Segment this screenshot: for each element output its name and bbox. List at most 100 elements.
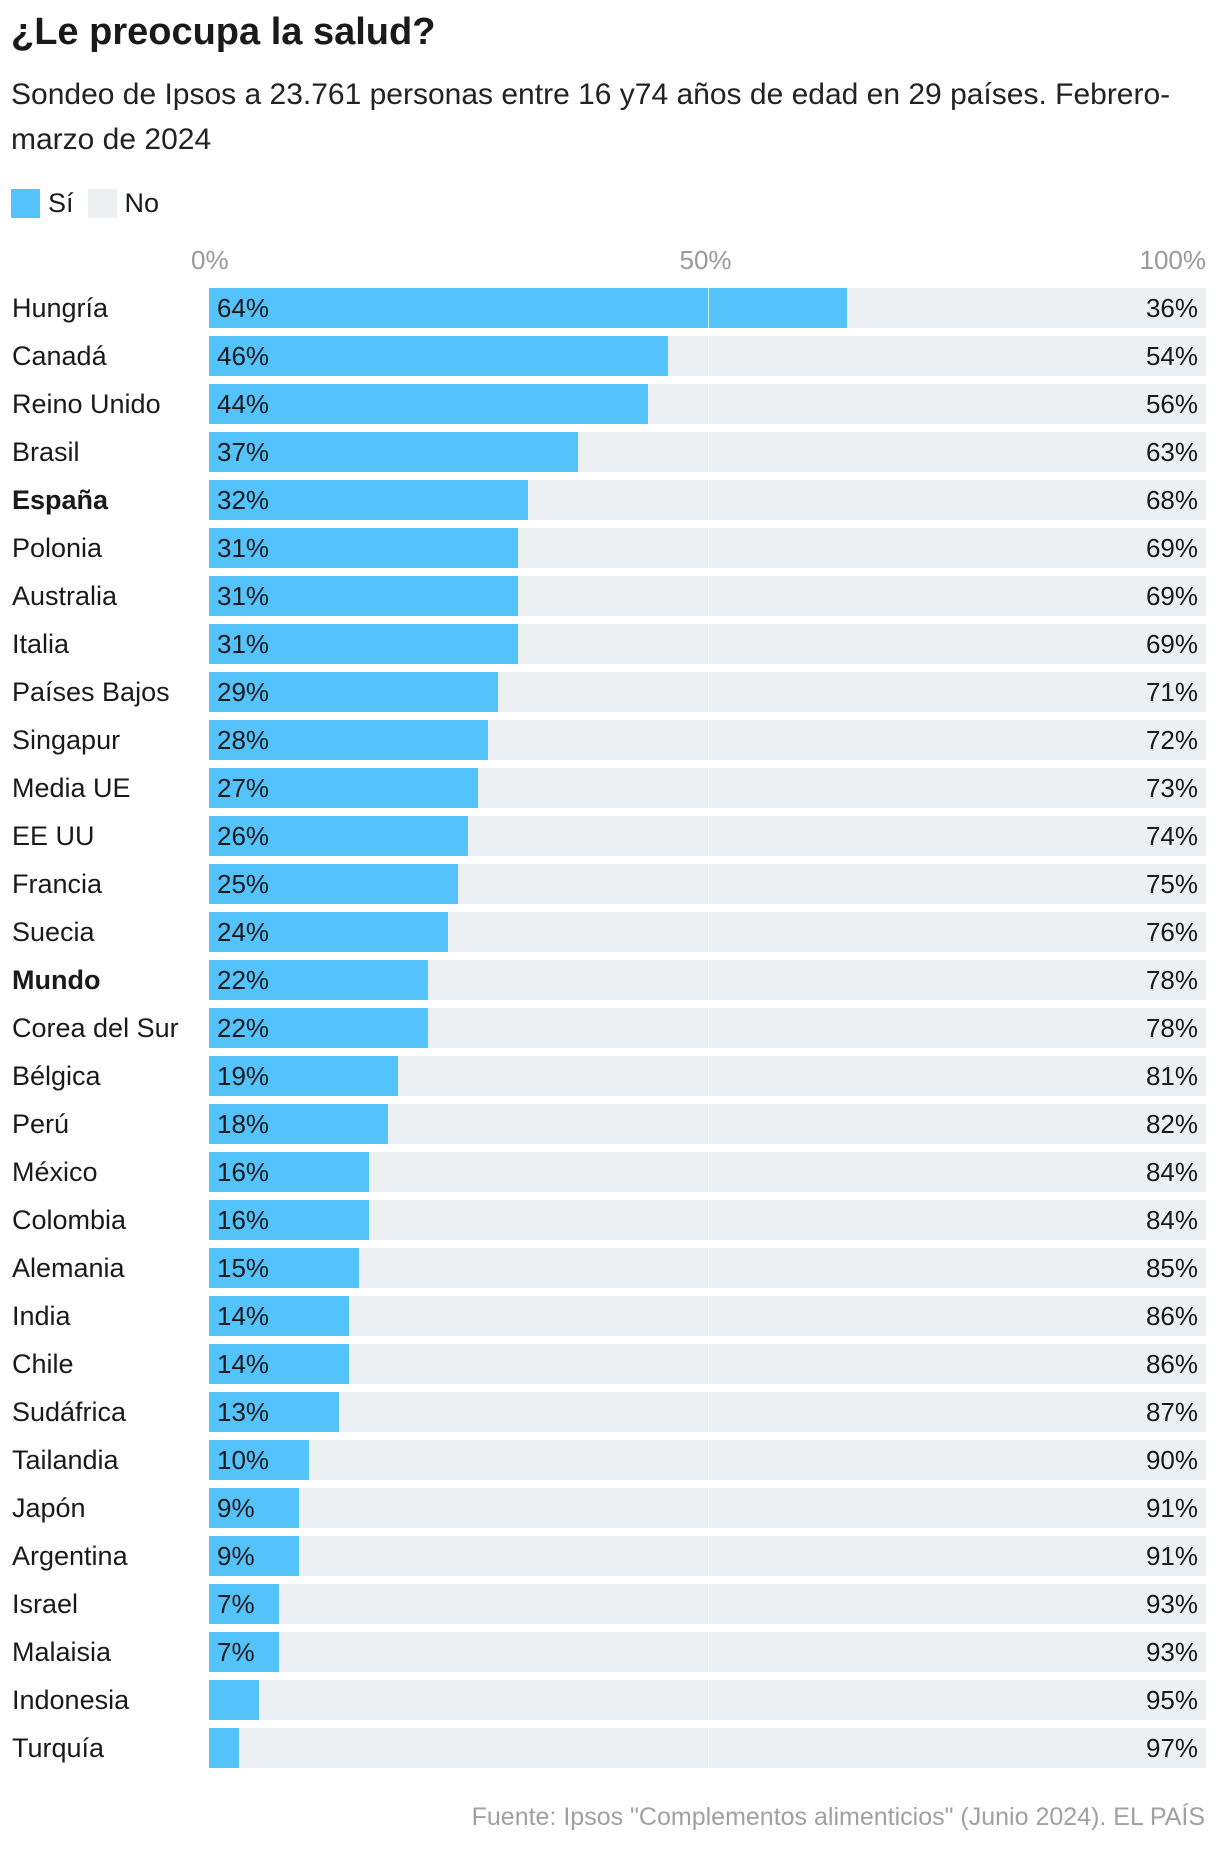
data-label-no: 69% [1145, 533, 1198, 563]
bar-no: 18% 82% [209, 1104, 1206, 1144]
bar-si [209, 1200, 369, 1240]
category-label: Media UE [12, 773, 131, 803]
category-label: EE UU [12, 821, 95, 851]
bar-si [209, 288, 848, 328]
midline-50 [707, 528, 709, 568]
midline-50 [707, 1008, 709, 1048]
bar-no: 31% 69% [209, 528, 1206, 568]
legend: Sí No [11, 188, 173, 219]
bar-no: 31% 69% [209, 624, 1206, 664]
data-label-no: 95% [1145, 1685, 1198, 1715]
midline-50 [707, 672, 709, 712]
midline-50 [707, 1344, 709, 1384]
data-label-si: 13% [217, 1397, 270, 1427]
bar-no: 27% 73% [209, 768, 1206, 808]
midline-50 [707, 1584, 709, 1624]
bar-si [209, 1152, 369, 1192]
data-label-si: 9% [217, 1493, 255, 1523]
data-label-no: 93% [1145, 1637, 1198, 1667]
data-label-si: 31% [217, 533, 270, 563]
category-label: Argentina [12, 1541, 128, 1571]
midline-50 [707, 864, 709, 904]
category-label: Alemania [12, 1253, 125, 1283]
bar-no: 97% [209, 1728, 1206, 1768]
bar-si [209, 816, 469, 856]
data-label-si: 31% [217, 629, 270, 659]
legend-item-no: No [87, 188, 159, 219]
bar-no: 14% 86% [209, 1344, 1206, 1384]
data-label-no: 78% [1145, 965, 1198, 995]
category-label: España [12, 485, 109, 515]
data-label-si: 15% [217, 1253, 270, 1283]
bar-si [209, 1104, 389, 1144]
category-label: México [12, 1157, 98, 1187]
bar-si [209, 1536, 299, 1576]
bar-si [209, 672, 499, 712]
bar-no: 44% 56% [209, 384, 1206, 424]
category-label: Italia [12, 629, 70, 659]
data-label-no: 74% [1145, 821, 1198, 851]
category-label: Tailandia [12, 1445, 119, 1475]
category-label: Suecia [12, 917, 95, 947]
bar-si [209, 1680, 259, 1720]
category-label: India [12, 1301, 71, 1331]
chart-subtitle: Sondeo de Ipsos a 23.761 personas entre … [11, 78, 1171, 156]
bar-no: 31% 69% [209, 576, 1206, 616]
midline-50 [707, 720, 709, 760]
data-label-no: 84% [1145, 1205, 1198, 1235]
bar-si [209, 528, 519, 568]
midline-50 [707, 1632, 709, 1672]
data-label-si: 14% [217, 1301, 270, 1331]
bar-si [209, 1008, 429, 1048]
data-label-si: 44% [217, 389, 270, 419]
data-label-no: 54% [1145, 341, 1198, 371]
category-label: Hungría [12, 293, 109, 323]
data-label-no: 91% [1145, 1541, 1198, 1571]
data-label-no: 56% [1145, 389, 1198, 419]
midline-50 [707, 1488, 709, 1528]
bar-si [209, 960, 429, 1000]
category-label: Colombia [12, 1205, 127, 1235]
midline-50 [707, 1152, 709, 1192]
data-label-no: 78% [1145, 1013, 1198, 1043]
data-label-no: 72% [1145, 725, 1198, 755]
midline-50 [707, 816, 709, 856]
bar-si [209, 384, 648, 424]
data-label-si: 24% [217, 917, 270, 947]
data-label-si: 18% [217, 1109, 270, 1139]
data-label-no: 90% [1145, 1445, 1198, 1475]
category-label: Países Bajos [12, 677, 170, 707]
category-label: Indonesia [12, 1685, 130, 1715]
midline-50 [707, 1296, 709, 1336]
bar-no: 37% 63% [209, 432, 1206, 472]
data-label-si: 26% [217, 821, 270, 851]
bar-no: 13% 87% [209, 1392, 1206, 1432]
category-label: Canadá [12, 341, 107, 371]
category-label: Turquía [12, 1733, 105, 1763]
category-label: Israel [12, 1589, 79, 1619]
category-label: Corea del Sur [12, 1013, 179, 1043]
data-label-no: 69% [1145, 581, 1198, 611]
data-label-no: 86% [1145, 1349, 1198, 1379]
data-label-si: 31% [217, 581, 270, 611]
bar-si [209, 336, 668, 376]
category-label: Malaisia [12, 1637, 112, 1667]
bar-no: 10% 90% [209, 1440, 1206, 1480]
data-label-no: 73% [1145, 773, 1198, 803]
bar-no: 29% 71% [209, 672, 1206, 712]
data-label-no: 63% [1145, 437, 1198, 467]
bar-no: 14% 86% [209, 1296, 1206, 1336]
category-label: Australia [12, 581, 118, 611]
legend-label-si: Sí [48, 188, 74, 218]
bar-no: 24% 76% [209, 912, 1206, 952]
data-label-no: 69% [1145, 629, 1198, 659]
bar-si [209, 1584, 279, 1624]
bar-si [209, 912, 449, 952]
data-label-no: 93% [1145, 1589, 1198, 1619]
data-label-si: 25% [217, 869, 270, 899]
data-label-no: 68% [1145, 485, 1198, 515]
category-label: Polonia [12, 533, 103, 563]
data-label-no: 71% [1145, 677, 1198, 707]
bar-si [209, 1296, 349, 1336]
midline-50 [707, 1440, 709, 1480]
